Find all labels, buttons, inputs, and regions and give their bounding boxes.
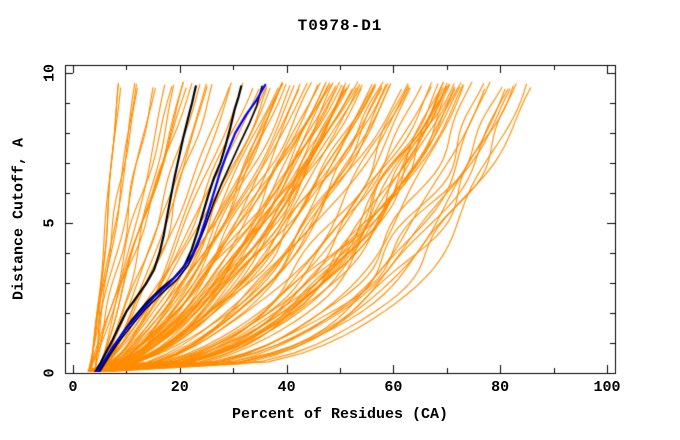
y-tick-label: 0: [41, 368, 59, 378]
x-tick-label: 60: [384, 379, 403, 396]
x-axis-label: Percent of Residues (CA): [231, 406, 449, 423]
x-tick-label: 0: [68, 379, 78, 396]
x-tick-label: 100: [593, 379, 621, 396]
x-tick-label: 40: [277, 379, 296, 396]
y-axis-label: Distance Cutoff, A: [10, 137, 28, 301]
x-tick-label: 80: [491, 379, 510, 396]
y-tick-label: 10: [41, 63, 59, 82]
chart-title: T0978-D1: [297, 17, 383, 35]
y-tick-label: 5: [41, 218, 59, 228]
x-tick-label: 20: [170, 379, 189, 396]
